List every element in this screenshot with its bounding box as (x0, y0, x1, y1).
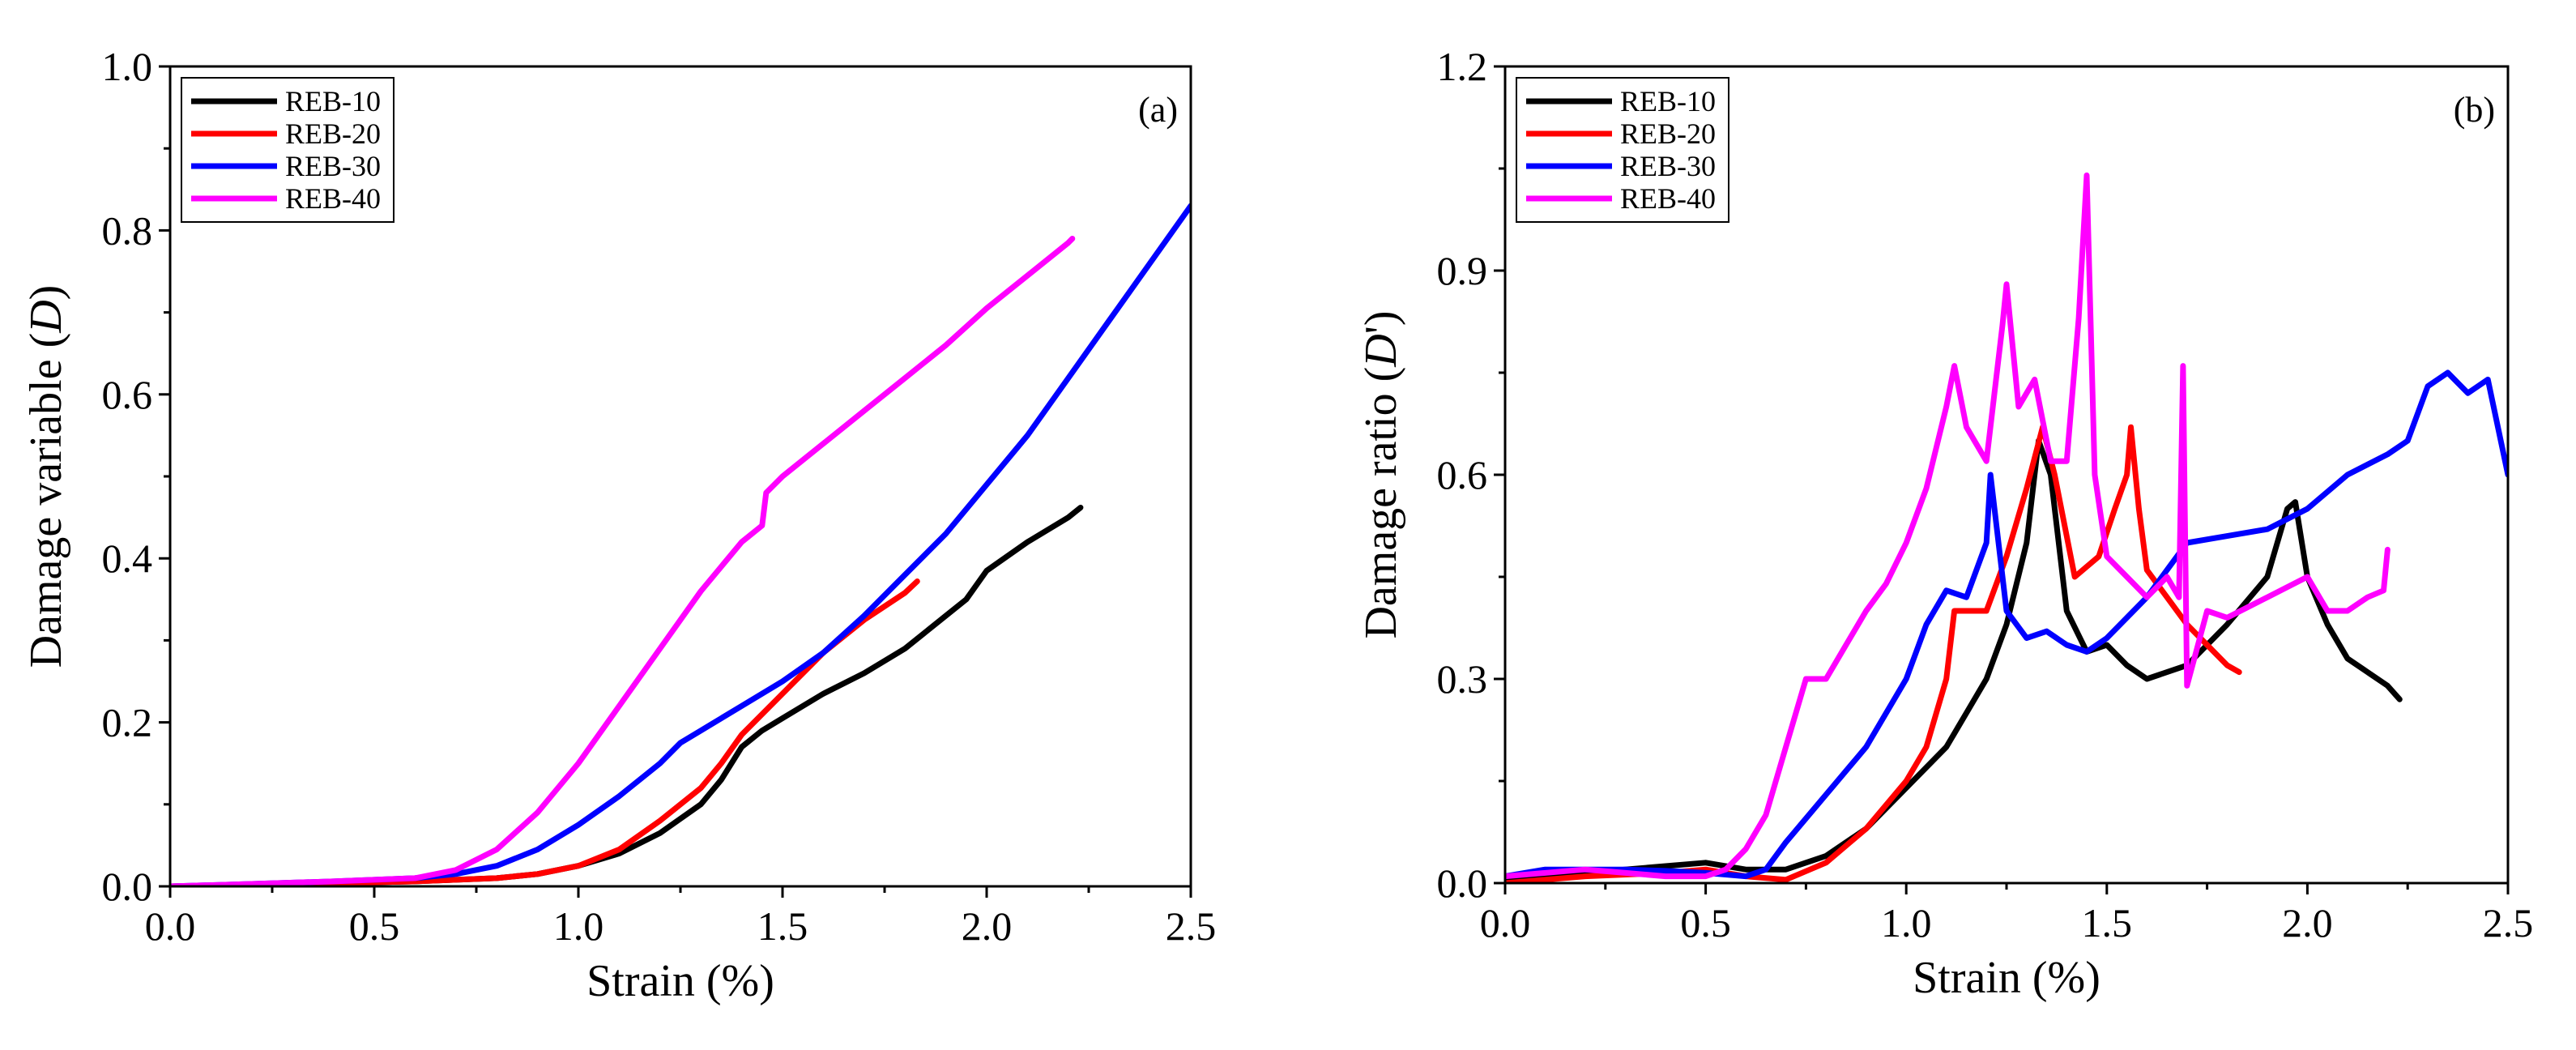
panel-label: (b) (2454, 90, 2495, 130)
y-axis-title-prefix: Damage variable ( (21, 333, 71, 668)
legend-label-reb-20: REB-20 (285, 117, 381, 150)
y-axis-title-suffix: ') (1356, 310, 1406, 334)
x-axis-title: Strain (%) (586, 956, 774, 1006)
chart-panel-b: 0.0 0.5 1.0 1.5 2.0 2.5 0.0 0.3 0.6 0.9 1.2 Strain … (1356, 44, 2533, 1003)
legend-label-reb-10: REB-10 (1620, 85, 1716, 117)
y-axis-title-symbol: D (21, 300, 71, 333)
x-tick-label: 0.5 (1680, 900, 1731, 945)
y-axis-title: Damage ratio (D') (1356, 310, 1406, 638)
y-axis-title-symbol: D (1356, 334, 1406, 367)
x-axis-title: Strain (%) (1913, 953, 2100, 1003)
x-tick-label: 1.0 (553, 903, 604, 949)
x-tick-label: 0.5 (349, 903, 400, 949)
series-line-reb-20 (1505, 424, 2242, 883)
x-tick-label: 1.5 (757, 903, 808, 949)
x-tick-label: 1.0 (1881, 900, 1932, 945)
y-tick-label: 0.8 (102, 207, 153, 253)
y-tick-label: 0.0 (102, 864, 153, 909)
series-line-reb-40 (170, 236, 1076, 886)
legend-label-reb-30: REB-30 (1620, 150, 1716, 182)
x-tick-label: 0.0 (145, 903, 196, 949)
y-tick-label: 0.4 (102, 536, 153, 581)
x-tick-label: 1.5 (2082, 900, 2133, 945)
series-line-reb-30 (1505, 369, 2508, 880)
x-tick-label: 2.5 (1166, 903, 1217, 949)
series-group (1505, 172, 2508, 883)
legend-label-reb-30: REB-30 (285, 150, 381, 182)
series-line-reb-30 (170, 203, 1191, 886)
y-tick-label: 0.2 (102, 700, 153, 745)
series-group (170, 203, 1191, 886)
series-line-reb-20 (170, 578, 920, 886)
y-tick-label: 1.0 (102, 44, 153, 89)
legend-label-reb-40: REB-40 (1620, 182, 1716, 215)
y-axis-title-suffix: ) (21, 285, 71, 301)
x-tick-label: 2.0 (962, 903, 1013, 949)
y-tick-label: 0.9 (1437, 248, 1488, 293)
x-tick-label: 2.0 (2282, 900, 2333, 945)
x-tick-label: 0.0 (1480, 900, 1531, 945)
y-axis-title: Damage variable (D) (21, 285, 71, 668)
series-line-reb-10 (1505, 438, 2403, 883)
y-tick-label: 1.2 (1437, 44, 1488, 89)
y-axis-title-prefix: Damage ratio ( (1356, 367, 1406, 639)
chart-panel-a: 0.0 0.5 1.0 1.5 2.0 2.5 0.0 0.2 0.4 0.6 0.8 1.0 Stra… (21, 44, 1216, 1006)
legend-label-reb-10: REB-10 (285, 85, 381, 117)
x-tick-label: 2.5 (2483, 900, 2534, 945)
y-tick-label: 0.0 (1437, 860, 1488, 906)
series-line-reb-40 (1505, 172, 2390, 880)
y-tick-label: 0.6 (102, 372, 153, 417)
panel-label: (a) (1138, 90, 1178, 130)
legend-label-reb-20: REB-20 (1620, 117, 1716, 150)
y-tick-label: 0.3 (1437, 656, 1488, 702)
y-tick-label: 0.6 (1437, 452, 1488, 497)
legend-label-reb-40: REB-40 (285, 182, 381, 215)
